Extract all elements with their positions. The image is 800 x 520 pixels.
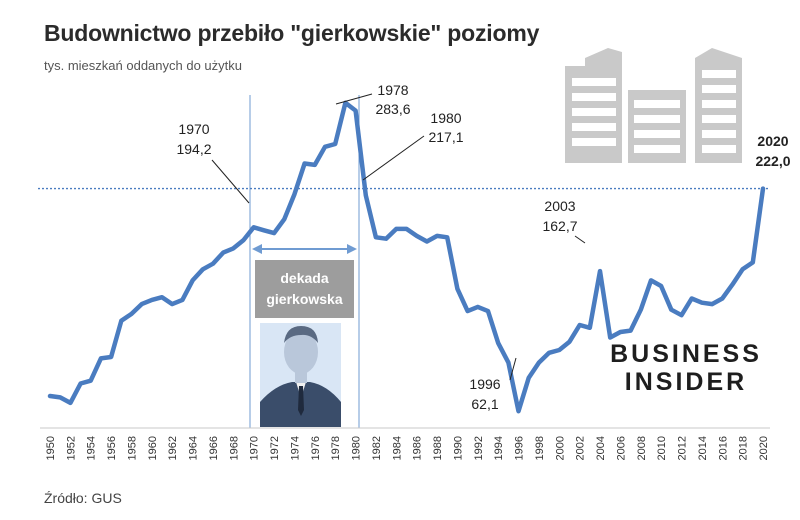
annotation-1970-year: 1970 [178,121,209,137]
annotation-2003-value: 162,7 [542,218,577,234]
x-tick-label: 1986 [412,436,424,460]
annotation-1970: 1970 194,2 [176,121,250,204]
gierek-portrait-icon [260,323,341,427]
x-tick-label: 1998 [534,436,546,460]
annotation-1996: 1996 62,1 [469,357,517,412]
x-tick-label: 2018 [738,436,750,460]
series-line-housing [47,100,766,414]
x-tick-label: 1954 [86,436,98,460]
x-tick-label: 1956 [106,436,118,460]
x-tick-label: 1952 [65,436,77,460]
x-tick-label: 1966 [208,436,220,460]
annotation-2020-year: 2020 [757,133,788,149]
annotation-1996-year: 1996 [469,376,500,392]
x-tick-label: 1980 [351,436,363,460]
x-tick-label: 1972 [269,436,281,460]
x-tick-label: 2008 [636,436,648,460]
decade-range-arrow [252,244,357,254]
x-tick-label: 2010 [656,436,668,460]
x-tick-label: 1950 [45,436,57,460]
x-tick-label: 1964 [188,436,200,460]
x-tick-label: 1990 [452,436,464,460]
annotation-2003-year: 2003 [544,198,575,214]
x-axis-ticks: 1950 1952 1954 1956 1958 1960 1962 1964 1966 1968… [45,436,770,460]
annotation-2020-value: 222,0 [755,153,790,169]
annotation-1978: 1978 283,6 [335,82,411,117]
x-tick-label: 2016 [717,436,729,460]
annotation-1980-value: 217,1 [428,129,463,145]
x-tick-label: 2006 [615,436,627,460]
x-tick-label: 2020 [758,436,770,460]
annotation-2003: 2003 162,7 [542,198,586,244]
x-tick-label: 1958 [127,436,139,460]
x-tick-label: 1960 [147,436,159,460]
chart-subtitle: tys. mieszkań oddanych do użytku [44,58,242,73]
decade-label-line1: dekada [280,270,328,286]
x-tick-label: 1988 [432,436,444,460]
source-note: Źródło: GUS [44,490,122,506]
annotation-2020: 2020 222,0 [755,133,790,169]
x-tick-label: 2002 [575,436,587,460]
business-insider-logo: BUSINESS INSIDER [610,340,762,396]
annotation-1980-year: 1980 [430,110,461,126]
x-tick-label: 2000 [554,436,566,460]
x-tick-label: 1962 [167,436,179,460]
x-tick-label: 1974 [290,436,302,460]
annotation-1978-value: 283,6 [375,101,410,117]
decade-label-line2: gierkowska [266,291,342,307]
annotation-1996-value: 62,1 [471,396,498,412]
decade-label-box [255,260,354,318]
x-tick-label: 2004 [595,436,607,460]
x-tick-label: 2014 [697,436,709,460]
annotation-1978-year: 1978 [377,82,408,98]
x-tick-label: 1976 [310,436,322,460]
x-tick-label: 1978 [330,436,342,460]
x-tick-label: 1984 [391,436,403,460]
annotation-1980: 1980 217,1 [362,110,464,181]
apartment-blocks-icon [565,48,742,163]
logo-line-2: INSIDER [624,368,748,396]
annotation-1970-value: 194,2 [176,141,211,157]
logo-line-1: BUSINESS [610,340,762,368]
x-tick-label: 1982 [371,436,383,460]
chart-title: Budownictwo przebiło "gierkowskie" pozio… [44,20,540,46]
x-tick-label: 1970 [249,436,261,460]
x-tick-label: 1996 [514,436,526,460]
x-tick-label: 1968 [228,436,240,460]
x-tick-label: 1994 [493,436,505,460]
x-tick-label: 1992 [473,436,485,460]
x-tick-label: 2012 [677,436,689,460]
